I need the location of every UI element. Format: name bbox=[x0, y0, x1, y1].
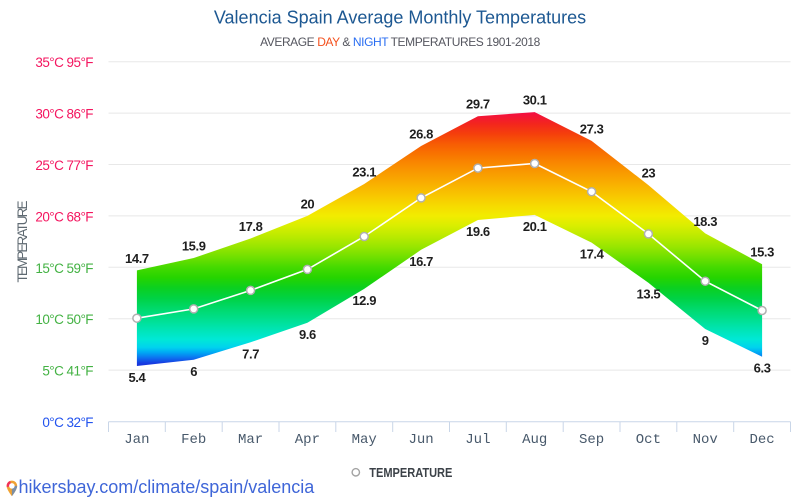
svg-text:Oct: Oct bbox=[636, 432, 661, 448]
svg-text:Nov: Nov bbox=[693, 432, 718, 448]
svg-text:13.5: 13.5 bbox=[637, 287, 661, 302]
svg-text:7.7: 7.7 bbox=[242, 346, 259, 361]
svg-text:9: 9 bbox=[702, 333, 709, 348]
svg-text:17.8: 17.8 bbox=[239, 219, 263, 234]
svg-text:10°C 50°F: 10°C 50°F bbox=[35, 312, 93, 327]
svg-text:23: 23 bbox=[642, 166, 656, 181]
svg-text:20: 20 bbox=[301, 196, 315, 211]
svg-text:May: May bbox=[352, 432, 377, 448]
svg-text:26.8: 26.8 bbox=[409, 127, 433, 142]
svg-text:Jun: Jun bbox=[408, 432, 433, 448]
svg-text:6: 6 bbox=[190, 364, 197, 379]
svg-text:25°C 77°F: 25°C 77°F bbox=[35, 158, 93, 173]
svg-text:15.3: 15.3 bbox=[750, 245, 774, 260]
svg-text:19.6: 19.6 bbox=[466, 224, 490, 239]
svg-text:9.6: 9.6 bbox=[299, 327, 316, 342]
svg-text:TEMPERATURE: TEMPERATURE bbox=[369, 465, 452, 480]
svg-text:30.1: 30.1 bbox=[523, 93, 547, 108]
svg-text:30°C 86°F: 30°C 86°F bbox=[35, 107, 93, 122]
svg-text:18.3: 18.3 bbox=[693, 214, 717, 229]
svg-text:15.9: 15.9 bbox=[182, 239, 206, 254]
svg-text:AVERAGE DAY & NIGHT TEMPERATUR: AVERAGE DAY & NIGHT TEMPERATURES 1901-20… bbox=[260, 35, 541, 49]
svg-text:Sep: Sep bbox=[579, 432, 604, 448]
svg-text:27.3: 27.3 bbox=[580, 121, 604, 136]
svg-text:6.3: 6.3 bbox=[754, 361, 771, 376]
svg-text:Valencia Spain Average Monthly: Valencia Spain Average Monthly Temperatu… bbox=[214, 7, 586, 27]
svg-text:23.1: 23.1 bbox=[352, 165, 376, 180]
svg-text:15°C 59°F: 15°C 59°F bbox=[35, 261, 93, 276]
svg-text:5°C 41°F: 5°C 41°F bbox=[42, 364, 93, 379]
svg-text:Feb: Feb bbox=[181, 432, 206, 448]
svg-text:hikersbay.com/climate/spain/va: hikersbay.com/climate/spain/valencia bbox=[19, 477, 316, 497]
svg-text:Aug: Aug bbox=[522, 432, 547, 448]
svg-text:20.1: 20.1 bbox=[523, 219, 547, 234]
svg-text:Dec: Dec bbox=[749, 432, 774, 448]
svg-text:29.7: 29.7 bbox=[466, 97, 490, 112]
svg-text:Apr: Apr bbox=[295, 432, 320, 448]
svg-text:TEMPERATURE: TEMPERATURE bbox=[15, 201, 30, 283]
svg-text:20°C 68°F: 20°C 68°F bbox=[35, 209, 93, 224]
svg-text:Jan: Jan bbox=[124, 432, 149, 448]
svg-text:Mar: Mar bbox=[238, 432, 263, 448]
svg-text:5.4: 5.4 bbox=[128, 370, 146, 385]
svg-text:Jul: Jul bbox=[465, 432, 490, 448]
svg-text:14.7: 14.7 bbox=[125, 251, 149, 266]
svg-text:35°C 95°F: 35°C 95°F bbox=[35, 55, 93, 70]
svg-text:12.9: 12.9 bbox=[352, 293, 376, 308]
svg-text:0°C 32°F: 0°C 32°F bbox=[42, 415, 93, 430]
svg-text:16.7: 16.7 bbox=[409, 254, 433, 269]
svg-text:17.4: 17.4 bbox=[580, 247, 605, 262]
